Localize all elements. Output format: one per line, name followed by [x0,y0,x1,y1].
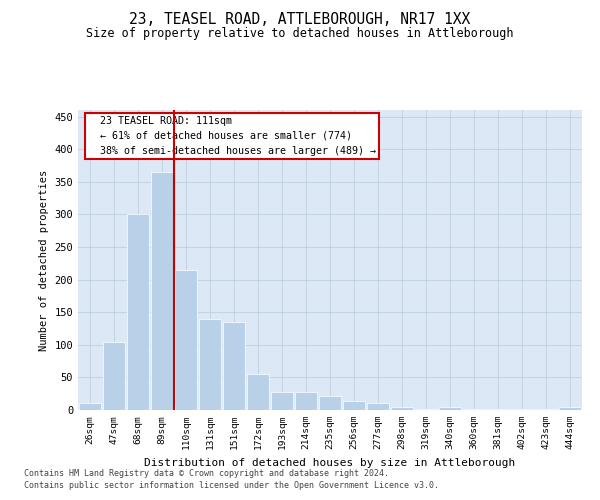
Bar [391,408,413,410]
Bar [271,392,293,410]
Bar [175,270,197,410]
Bar [127,214,149,410]
Bar [367,404,389,410]
Bar [151,172,173,410]
X-axis label: Distribution of detached houses by size in Attleborough: Distribution of detached houses by size … [145,458,515,468]
Bar [223,322,245,410]
Text: Size of property relative to detached houses in Attleborough: Size of property relative to detached ho… [86,28,514,40]
Bar [247,374,269,410]
Text: Contains public sector information licensed under the Open Government Licence v3: Contains public sector information licen… [24,481,439,490]
Bar [319,396,341,410]
Bar [103,342,125,410]
Bar [439,408,461,410]
Bar [199,318,221,410]
Bar [559,408,581,410]
Bar [79,404,101,410]
Text: 23, TEASEL ROAD, ATTLEBOROUGH, NR17 1XX: 23, TEASEL ROAD, ATTLEBOROUGH, NR17 1XX [130,12,470,28]
Y-axis label: Number of detached properties: Number of detached properties [39,170,49,350]
Bar [343,401,365,410]
Bar [295,392,317,410]
Text: 23 TEASEL ROAD: 111sqm
  ← 61% of detached houses are smaller (774)
  38% of sem: 23 TEASEL ROAD: 111sqm ← 61% of detached… [88,116,376,156]
Text: Contains HM Land Registry data © Crown copyright and database right 2024.: Contains HM Land Registry data © Crown c… [24,468,389,477]
